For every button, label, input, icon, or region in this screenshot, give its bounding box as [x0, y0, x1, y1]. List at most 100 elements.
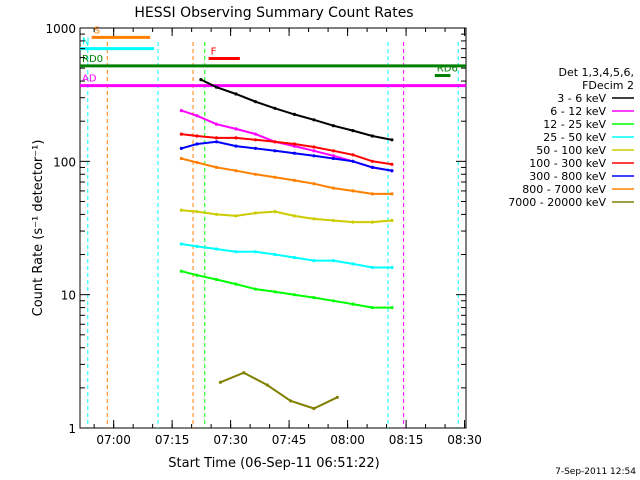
data-point — [179, 132, 183, 136]
data-point — [195, 210, 199, 214]
y-tick-label: 1 — [68, 422, 76, 436]
data-point — [331, 154, 335, 158]
data-point — [273, 149, 277, 153]
legend-header: FDecim 2 — [582, 79, 634, 92]
x-tick-label: 08:15 — [389, 433, 424, 447]
series-line-6 — [181, 140, 393, 172]
data-point — [292, 142, 296, 146]
data-point — [195, 244, 199, 248]
x-tick-label: 08:30 — [447, 433, 482, 447]
data-point — [351, 159, 355, 163]
legend-label: 800 - 7000 keV — [522, 183, 606, 196]
data-point — [214, 212, 219, 216]
data-point — [253, 132, 258, 136]
data-point — [195, 134, 199, 138]
x-tick-label: 07:45 — [272, 433, 307, 447]
data-point — [351, 129, 355, 133]
data-point — [253, 172, 258, 176]
data-point — [370, 265, 374, 270]
data-point — [390, 265, 394, 270]
data-point — [179, 109, 183, 113]
data-point — [253, 250, 258, 254]
series-line-4 — [181, 209, 392, 224]
data-point — [179, 156, 183, 161]
data-point — [214, 85, 219, 89]
data-point — [265, 383, 269, 387]
data-point — [273, 140, 277, 144]
data-point — [253, 211, 258, 215]
data-point — [214, 277, 219, 282]
x-tick-label: 07:15 — [155, 433, 190, 447]
legend-label: 50 - 100 keV — [536, 144, 606, 157]
data-point — [370, 220, 374, 224]
data-point — [253, 138, 258, 142]
data-point — [234, 136, 238, 140]
data-point — [312, 118, 316, 122]
data-point — [331, 218, 335, 223]
data-point — [234, 214, 238, 218]
data-point — [312, 259, 316, 263]
data-point — [199, 78, 203, 82]
x-tick-label: 07:00 — [96, 433, 131, 447]
y-tick-label: 10 — [61, 289, 76, 303]
data-point — [390, 192, 394, 196]
data-point — [370, 165, 374, 169]
data-point — [312, 149, 316, 153]
data-point — [390, 218, 394, 223]
chart-title: HESSI Observing Summary Count Rates — [134, 5, 413, 21]
data-point — [390, 138, 394, 142]
data-point — [292, 255, 296, 260]
data-point — [179, 269, 183, 273]
data-point — [273, 106, 277, 110]
data-point — [331, 156, 335, 161]
data-point — [370, 192, 374, 196]
legend-label: 3 - 6 keV — [557, 92, 606, 105]
data-point — [273, 290, 277, 294]
data-point — [351, 262, 355, 266]
data-point — [351, 153, 355, 157]
data-point — [331, 299, 335, 303]
data-point — [351, 189, 355, 193]
data-point — [234, 250, 238, 254]
data-point — [390, 162, 394, 166]
data-point — [351, 302, 355, 306]
data-point — [179, 242, 183, 246]
y-axis-label: Count Rate (s⁻¹ detector⁻¹) — [31, 140, 46, 317]
data-point — [312, 217, 316, 221]
data-point — [288, 399, 293, 403]
data-point — [370, 159, 374, 163]
data-point — [390, 169, 394, 173]
data-point — [292, 214, 296, 218]
legend-header: Det 1,3,4,5,6, — [558, 66, 634, 79]
series-line-7 — [181, 157, 392, 195]
series-line-3 — [181, 243, 392, 269]
plot-frame — [79, 27, 467, 429]
y-tick-label: 1000 — [45, 22, 76, 36]
data-point — [214, 140, 219, 144]
data-point — [312, 182, 316, 186]
data-point — [234, 169, 238, 173]
data-point — [292, 151, 296, 155]
annotation-label: RD0 — [82, 54, 103, 65]
x-tick-label: 08:00 — [330, 433, 365, 447]
data-point — [195, 160, 199, 165]
data-point — [218, 380, 222, 384]
data-point — [195, 114, 199, 118]
annotation-label: AD — [82, 74, 97, 85]
legend-label: 25 - 50 keV — [543, 131, 606, 144]
data-point — [312, 406, 316, 411]
data-point — [234, 282, 238, 286]
data-point — [234, 127, 238, 131]
data-point — [312, 154, 316, 158]
data-point — [214, 136, 219, 140]
y-tick-label: 100 — [53, 155, 76, 169]
data-point — [242, 371, 246, 375]
data-point — [351, 220, 355, 224]
x-tick-label: 07:30 — [213, 433, 248, 447]
data-point — [292, 178, 296, 182]
data-point — [273, 175, 277, 179]
data-point — [273, 252, 277, 257]
data-point — [179, 208, 183, 212]
